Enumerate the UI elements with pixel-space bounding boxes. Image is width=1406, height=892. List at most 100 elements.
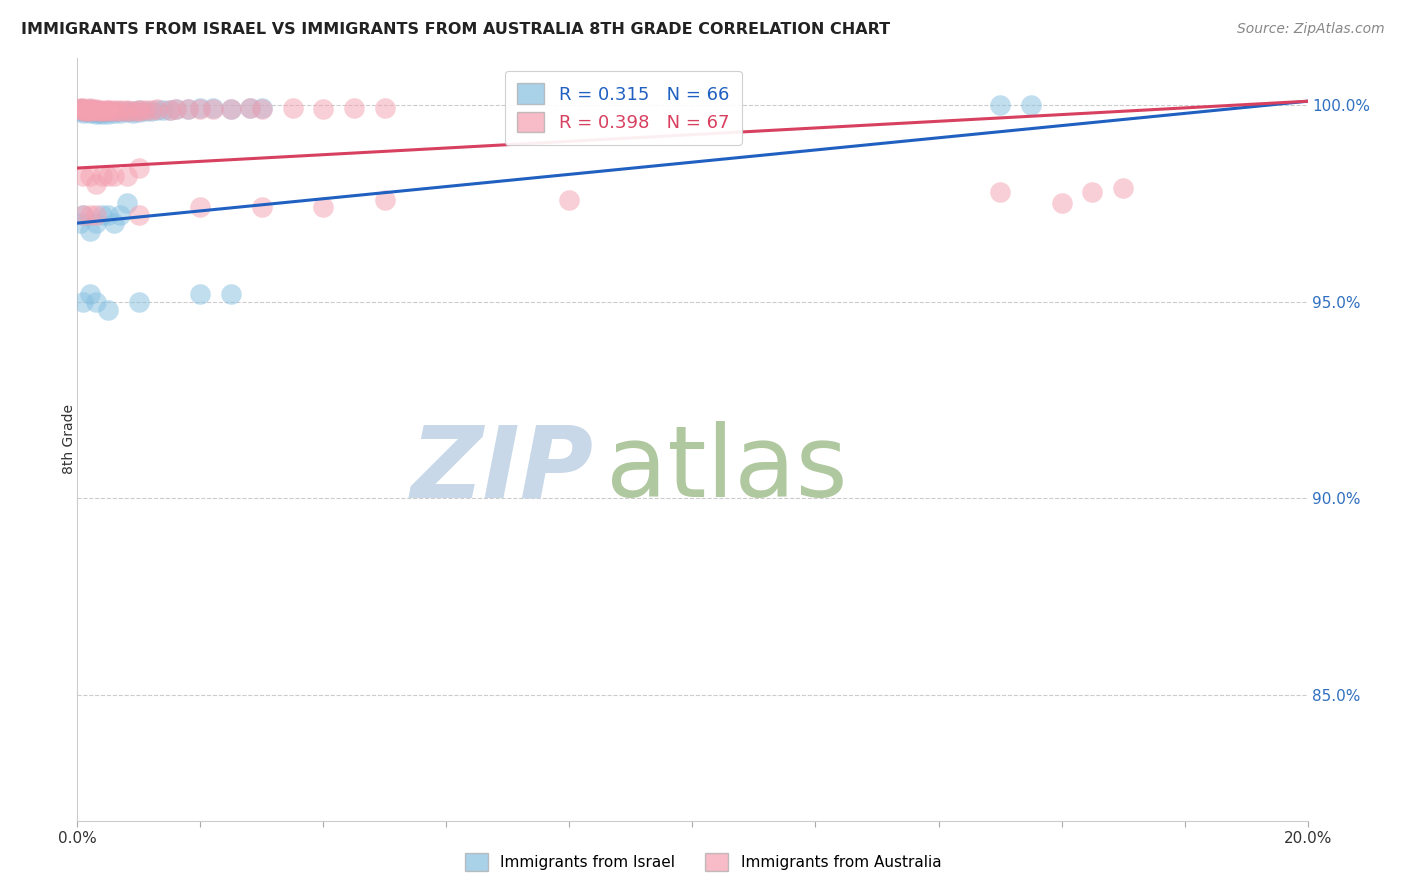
Point bbox=[90, 103, 114, 117]
Point bbox=[188, 101, 212, 115]
Point bbox=[103, 216, 125, 230]
Text: IMMIGRANTS FROM ISRAEL VS IMMIGRANTS FROM AUSTRALIA 8TH GRADE CORRELATION CHART: IMMIGRANTS FROM ISRAEL VS IMMIGRANTS FRO… bbox=[21, 22, 890, 37]
Point bbox=[312, 102, 335, 116]
Point bbox=[121, 103, 143, 118]
Point bbox=[76, 103, 98, 117]
Point bbox=[90, 107, 114, 121]
Point bbox=[558, 193, 581, 207]
Point bbox=[76, 105, 98, 120]
Point bbox=[103, 103, 125, 118]
Point bbox=[70, 102, 93, 116]
Point bbox=[84, 177, 107, 191]
Point bbox=[250, 102, 273, 116]
Point bbox=[103, 169, 125, 183]
Point bbox=[79, 103, 101, 117]
Point bbox=[110, 103, 132, 117]
Point bbox=[72, 294, 94, 309]
Point bbox=[219, 102, 242, 116]
Point bbox=[134, 103, 156, 118]
Point bbox=[188, 286, 212, 301]
Point bbox=[97, 103, 120, 118]
Point bbox=[115, 105, 138, 120]
Point bbox=[115, 103, 138, 117]
Point bbox=[90, 105, 114, 120]
Point bbox=[79, 103, 101, 118]
Point bbox=[84, 103, 107, 117]
Point bbox=[165, 102, 187, 116]
Point bbox=[201, 102, 224, 116]
Point bbox=[72, 106, 94, 120]
Point bbox=[69, 216, 91, 230]
Point bbox=[84, 216, 107, 230]
Point bbox=[121, 103, 143, 118]
Point bbox=[239, 101, 262, 115]
Point bbox=[281, 101, 304, 115]
Point bbox=[97, 103, 120, 118]
Point bbox=[72, 103, 94, 118]
Point bbox=[90, 208, 114, 222]
Point bbox=[72, 102, 94, 116]
Point bbox=[159, 103, 181, 117]
Point bbox=[128, 294, 150, 309]
Point bbox=[312, 200, 335, 214]
Point bbox=[84, 105, 107, 120]
Point bbox=[97, 169, 120, 183]
Point bbox=[141, 103, 163, 118]
Point bbox=[84, 107, 107, 121]
Point bbox=[82, 103, 104, 118]
Point bbox=[988, 98, 1011, 112]
Point bbox=[128, 103, 150, 118]
Point bbox=[250, 200, 273, 214]
Point bbox=[110, 103, 132, 118]
Point bbox=[72, 101, 94, 115]
Point bbox=[69, 102, 91, 116]
Point bbox=[374, 101, 396, 115]
Point bbox=[146, 103, 169, 117]
Point bbox=[79, 286, 101, 301]
Point bbox=[110, 208, 132, 222]
Point bbox=[165, 102, 187, 116]
Point bbox=[374, 193, 396, 207]
Point bbox=[90, 103, 114, 118]
Point bbox=[90, 169, 114, 183]
Point bbox=[110, 103, 132, 118]
Point bbox=[84, 294, 107, 309]
Point bbox=[90, 103, 114, 118]
Point bbox=[121, 106, 143, 120]
Legend: Immigrants from Israel, Immigrants from Australia: Immigrants from Israel, Immigrants from … bbox=[458, 847, 948, 877]
Point bbox=[72, 103, 94, 118]
Point bbox=[97, 103, 120, 117]
Point bbox=[103, 103, 125, 117]
Point bbox=[115, 103, 138, 118]
Point bbox=[177, 102, 200, 116]
Point bbox=[72, 208, 94, 222]
Point bbox=[79, 208, 101, 222]
Point bbox=[152, 103, 174, 117]
Point bbox=[1050, 196, 1073, 211]
Point bbox=[79, 106, 101, 120]
Point bbox=[79, 102, 101, 116]
Point bbox=[115, 169, 138, 183]
Point bbox=[239, 101, 262, 115]
Text: atlas: atlas bbox=[606, 421, 848, 518]
Point bbox=[128, 105, 150, 120]
Point bbox=[250, 101, 273, 115]
Text: Source: ZipAtlas.com: Source: ZipAtlas.com bbox=[1237, 22, 1385, 37]
Point bbox=[128, 103, 150, 117]
Point bbox=[188, 200, 212, 214]
Point bbox=[79, 103, 101, 117]
Point bbox=[79, 101, 101, 115]
Point bbox=[79, 224, 101, 238]
Point bbox=[177, 102, 200, 116]
Point bbox=[201, 101, 224, 115]
Point bbox=[72, 208, 94, 222]
Point bbox=[110, 106, 132, 120]
Point bbox=[159, 103, 181, 117]
Legend: R = 0.315   N = 66, R = 0.398   N = 67: R = 0.315 N = 66, R = 0.398 N = 67 bbox=[505, 70, 742, 145]
Point bbox=[97, 208, 120, 222]
Point bbox=[128, 103, 150, 117]
Point bbox=[84, 102, 107, 116]
Point bbox=[69, 101, 91, 115]
Point bbox=[97, 105, 120, 120]
Point bbox=[1081, 185, 1104, 199]
